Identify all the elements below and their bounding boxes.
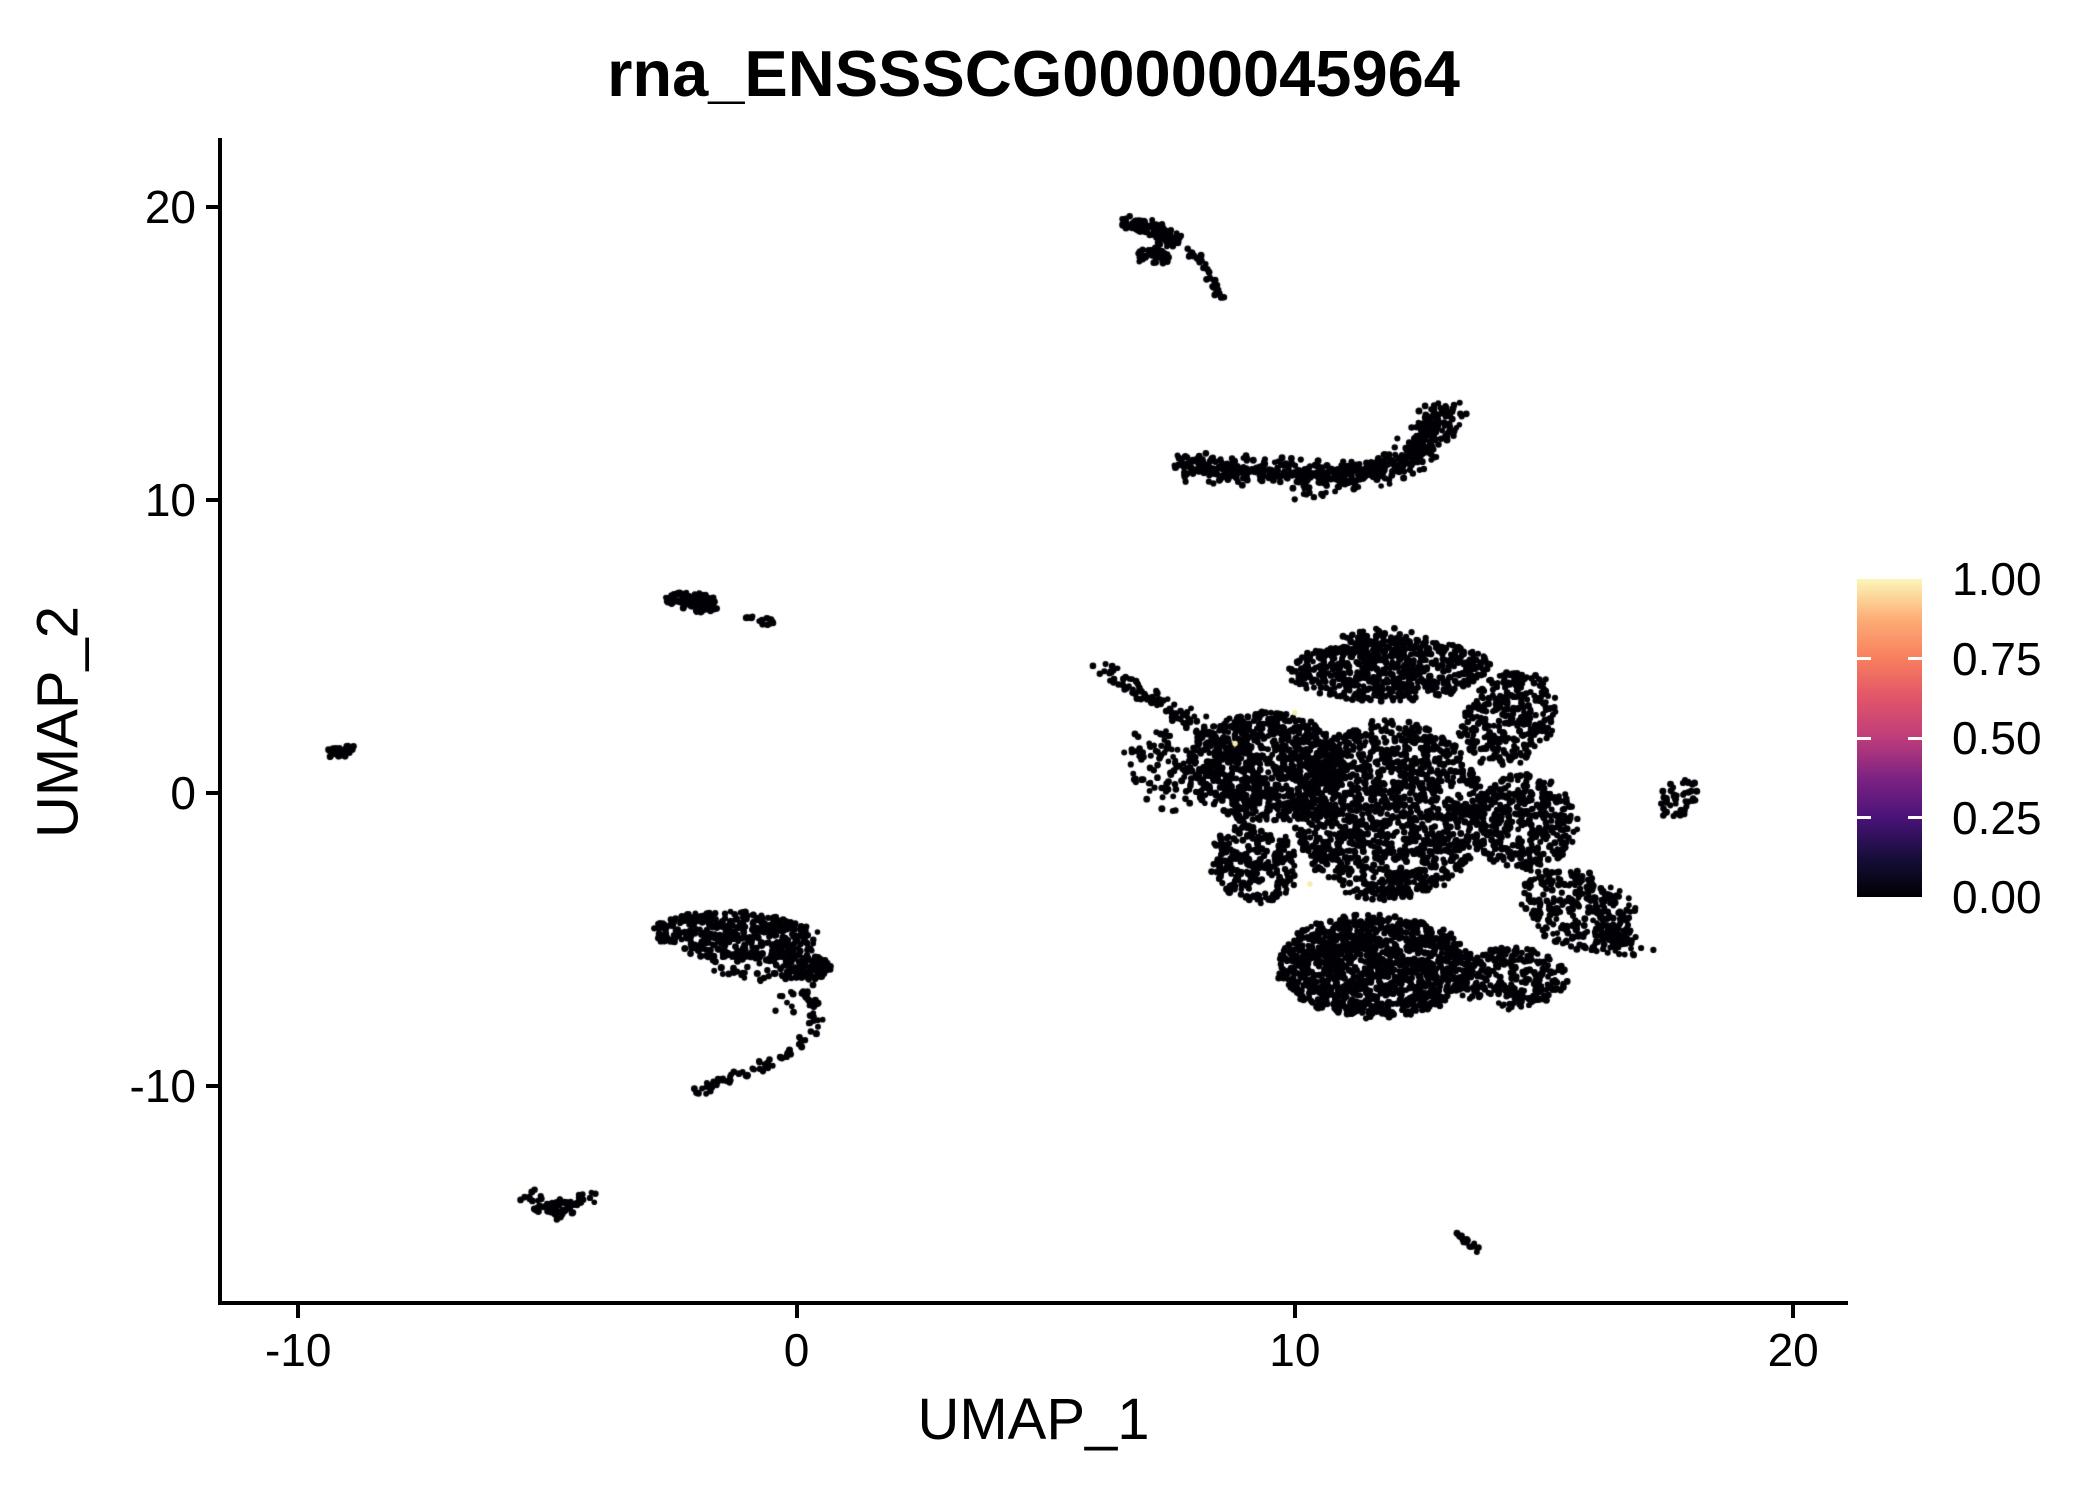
y-tick-mark — [206, 205, 219, 210]
y-tick-label: 0 — [170, 767, 196, 820]
colorbar-tick-label: 0.00 — [1952, 871, 2042, 923]
colorbar-tick-mark — [1857, 657, 1871, 660]
x-tick-label: 10 — [1269, 1324, 1321, 1376]
colorbar-tick-label: 0.50 — [1952, 712, 2042, 764]
x-tick-label: -10 — [264, 1324, 332, 1376]
colorbar-tick-label: 0.25 — [1952, 791, 2042, 844]
y-axis-line — [218, 138, 222, 1305]
y-tick-label: 10 — [144, 474, 196, 527]
x-tick-label: 0 — [783, 1324, 810, 1376]
x-tick-label: 20 — [1767, 1324, 1819, 1376]
x-tick-mark — [296, 1305, 301, 1318]
x-tick-mark — [1791, 1305, 1796, 1318]
x-axis-title: UMAP_1 — [917, 1387, 1150, 1452]
x-axis-line — [218, 1301, 1848, 1305]
colorbar-tick-mark — [1908, 657, 1922, 660]
colorbar-tick-mark — [1908, 816, 1922, 819]
x-tick-mark — [1292, 1305, 1297, 1318]
x-tick-mark — [794, 1305, 799, 1318]
colorbar-tick-mark — [1908, 736, 1922, 740]
y-tick-mark — [206, 498, 219, 503]
y-tick-mark — [206, 791, 219, 796]
y-tick-label: -10 — [129, 1060, 196, 1113]
y-tick-mark — [206, 1084, 219, 1089]
colorbar-tick-mark — [1857, 816, 1871, 819]
y-tick-label: 20 — [144, 181, 196, 234]
plot-title: rna_ENSSSCG00000045964 — [607, 37, 1460, 110]
colorbar-tick-label: 1.00 — [1952, 553, 2042, 605]
colorbar-tick-mark — [1857, 736, 1871, 740]
colorbar-tick-label: 0.75 — [1952, 632, 2042, 685]
y-axis-title: UMAP_2 — [25, 605, 91, 839]
